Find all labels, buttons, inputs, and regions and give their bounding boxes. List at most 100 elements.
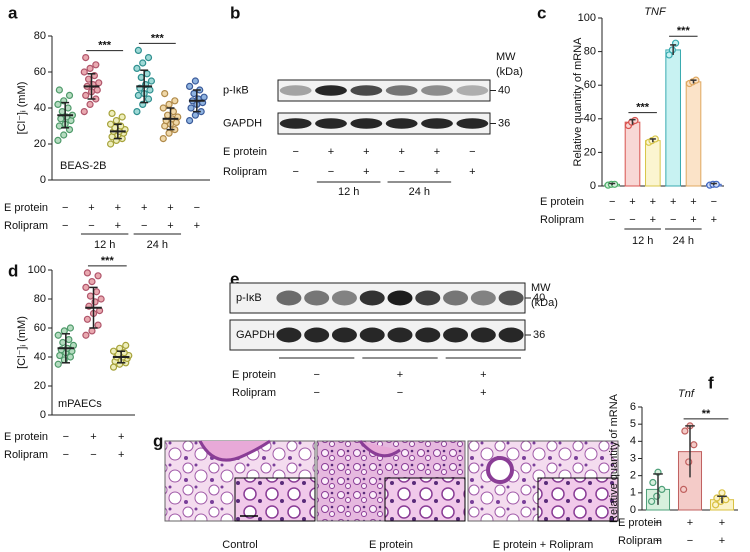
band [359,327,385,343]
condition-sign: − [313,369,319,381]
data-point [187,104,195,112]
condition-sign: − [687,535,693,547]
marker-label: 36 [498,117,510,129]
band [279,85,312,96]
data-point [88,327,96,335]
data-point [82,283,90,291]
data-point [144,53,153,62]
y-tick-label: 1 [630,487,636,499]
time-label: 12 h [94,239,115,251]
blot-label: GAPDH [223,117,262,129]
chart-title: Tnf [678,388,695,400]
data-point [718,489,726,497]
band [331,290,357,306]
condition-sign: − [670,214,676,226]
data-point [97,295,105,303]
band [415,290,441,306]
data-point [191,111,199,119]
vessel [486,456,514,484]
condition-sign: + [167,202,173,214]
condition-label: Rolipram [4,220,48,232]
data-point [94,272,102,280]
condition-sign: + [328,146,334,158]
condition-sign: + [480,387,486,399]
data-point [65,336,73,344]
y-tick-label: 60 [34,66,46,78]
data-point [668,46,676,54]
y-tick-label: 40 [34,351,46,363]
panel-label: b [230,3,240,22]
band [470,327,496,343]
y-tick-label: 5 [630,418,636,430]
blot-label: GAPDH [236,329,275,341]
y-axis-label: Relative quantity of mRNA [572,37,584,167]
band [304,327,330,343]
histology: g Control E protein E protein + Rolipram [153,431,619,551]
data-point [658,485,666,493]
condition-sign: + [397,369,403,381]
data-point [86,64,94,73]
data-point [161,89,169,98]
data-point [55,86,63,94]
data-point [647,497,656,506]
data-point [200,93,208,101]
condition-sign: + [115,220,121,232]
bar [645,140,661,187]
condition-sign: + [167,220,173,232]
inset [537,477,619,522]
y-tick-label: 0 [40,409,46,421]
mw-label: (kDa) [496,66,523,78]
condition-label: Rolipram [540,214,584,226]
data-point [137,73,145,82]
condition-label: Rolipram [232,387,276,399]
marker-label: 36 [533,329,545,341]
marker-label: 40 [533,292,545,304]
condition-sign: + [363,146,369,158]
band [385,85,418,96]
panel-label: f [708,373,714,392]
time-label: 12 h [338,186,359,198]
panel-label: g [153,431,163,450]
data-point [92,61,100,69]
y-tick-label: 6 [630,401,636,413]
blot-label: p-IκB [223,84,249,96]
condition-label: Rolipram [223,166,267,178]
condition-sign: − [62,220,68,232]
data-point [83,269,92,277]
bar [665,49,681,187]
condition-sign: − [63,431,69,443]
y-axis-label: Relative quantity of mRNA [608,393,620,523]
condition-sign: + [650,196,656,208]
y-axis-label: [Cl⁻]ᵢ (mM) [16,82,28,135]
time-label: 12 h [632,235,653,247]
condition-sign: + [118,449,124,461]
time-label: 24 h [673,235,694,247]
condition-sign: − [62,202,68,214]
data-point [57,115,65,123]
data-point [679,485,688,493]
data-point [169,107,177,116]
condition-sign: + [141,202,147,214]
data-point [649,478,657,487]
condition-sign: − [398,166,404,178]
band [276,290,302,306]
data-point [133,64,141,73]
condition-sign: − [609,214,615,226]
condition-sign: + [690,196,696,208]
condition-sign: + [398,146,404,158]
condition-label: E protein [223,146,267,158]
significance-label: *** [151,32,165,44]
y-tick-label: 0 [590,180,596,192]
data-point [66,324,74,332]
band [456,118,489,129]
condition-sign: + [88,202,94,214]
band [385,118,418,129]
condition-sign: − [141,220,147,232]
data-point [171,97,179,105]
data-point [711,501,720,509]
significance-label: ** [702,408,711,420]
data-point [58,107,66,116]
condition-sign: − [63,449,69,461]
y-tick-label: 80 [34,30,46,42]
